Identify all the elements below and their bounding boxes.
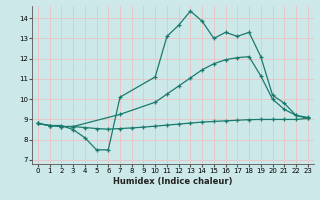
X-axis label: Humidex (Indice chaleur): Humidex (Indice chaleur): [113, 177, 233, 186]
